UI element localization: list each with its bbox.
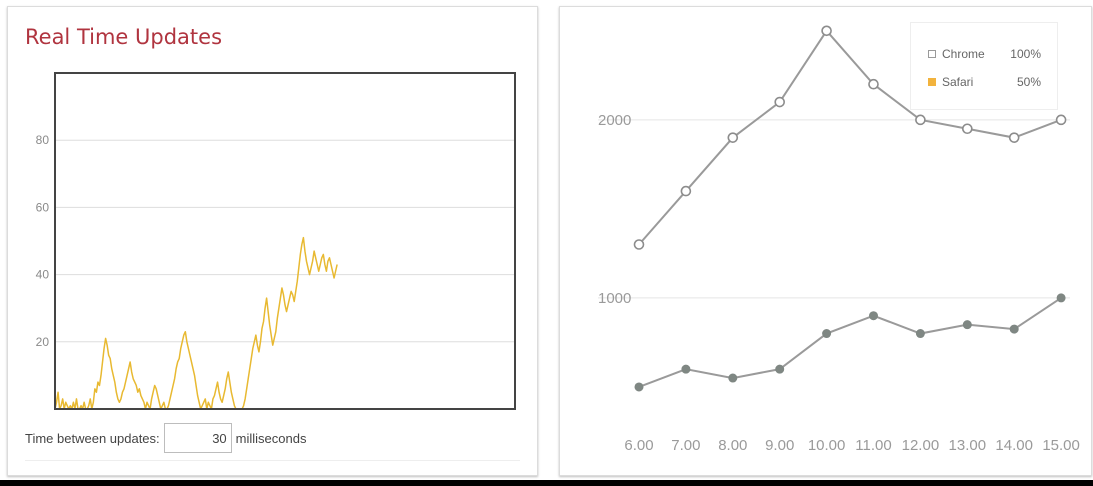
y-tick-label: 1000	[598, 290, 631, 307]
x-tick-label: 6.00	[624, 437, 653, 454]
series-line-chrome	[638, 29, 1062, 246]
browser-line-panel: 1000 2000 6.00 7.00 8.00 9.00 10.00 11.00 12.00…	[559, 6, 1092, 476]
x-tick-label: 15.00	[1042, 437, 1080, 454]
data-point-chrome	[774, 96, 785, 108]
update-interval-label: Time between updates:	[25, 430, 160, 446]
data-point-chrome	[1055, 114, 1067, 126]
x-tick-label: 8.00	[718, 437, 747, 454]
y-tick-label: 2000	[598, 112, 631, 129]
data-point-chrome	[821, 25, 832, 37]
realtime-series-line	[54, 236, 338, 410]
data-point-chrome	[915, 114, 926, 126]
update-interval-unit: milliseconds	[235, 430, 307, 446]
data-point-chrome	[633, 239, 645, 250]
data-point-safari	[681, 364, 691, 374]
x-tick-label: 10.00	[808, 437, 846, 454]
legend-value-chrome: 100%	[1010, 47, 1041, 61]
data-point-chrome	[680, 185, 692, 197]
data-point-chrome	[868, 78, 879, 90]
x-tick-label: 13.00	[949, 437, 987, 454]
legend-label-chrome: Chrome	[942, 47, 985, 61]
data-point-safari	[822, 329, 832, 339]
browser-line-chart: 1000 2000 6.00 7.00 8.00 9.00 10.00 11.00 12.00…	[598, 25, 1080, 454]
legend-item-safari[interactable]: Safari 50%	[928, 74, 1041, 90]
data-point-safari	[1056, 293, 1066, 303]
x-tick-label: 14.00	[995, 437, 1033, 454]
x-tick-label: 11.00	[855, 437, 891, 454]
chart-legend: Chrome 100% Safari 50%	[910, 22, 1058, 110]
panel-title: Real Time Updates	[25, 25, 223, 49]
data-point-safari	[1009, 324, 1019, 334]
realtime-chart: 20 40 60 80	[36, 72, 516, 410]
bottom-bar	[0, 480, 1093, 486]
data-point-chrome	[727, 132, 739, 143]
series-line-safari	[638, 297, 1062, 388]
data-point-safari	[728, 373, 738, 383]
plot-frame	[54, 72, 516, 410]
legend-value-safari: 50%	[1016, 75, 1041, 89]
y-tick-label: 20	[36, 335, 50, 349]
legend-swatch-chrome	[928, 50, 936, 58]
y-tick-label: 80	[36, 133, 50, 147]
data-point-chrome	[961, 123, 973, 135]
data-point-safari	[869, 311, 878, 321]
y-tick-label: 40	[36, 268, 50, 282]
realtime-panel: Real Time Updates 20 40 60 80 Time between …	[7, 6, 538, 476]
legend-label-safari: Safari	[942, 75, 974, 89]
update-interval-input[interactable]	[163, 423, 232, 453]
data-point-safari	[915, 329, 925, 339]
x-tick-label: 12.00	[902, 437, 940, 454]
data-point-safari	[775, 364, 785, 374]
legend-item-chrome[interactable]: Chrome 100%	[928, 46, 1041, 62]
x-tick-label: 7.00	[671, 437, 700, 454]
data-point-safari	[962, 320, 972, 330]
data-point-safari	[634, 382, 644, 392]
data-point-chrome	[1008, 132, 1020, 143]
divider	[25, 460, 520, 461]
y-tick-label: 60	[36, 200, 50, 214]
legend-swatch-safari	[928, 78, 936, 86]
update-controls: Time between updates: milliseconds	[25, 422, 306, 454]
x-tick-label: 9.00	[765, 437, 794, 454]
